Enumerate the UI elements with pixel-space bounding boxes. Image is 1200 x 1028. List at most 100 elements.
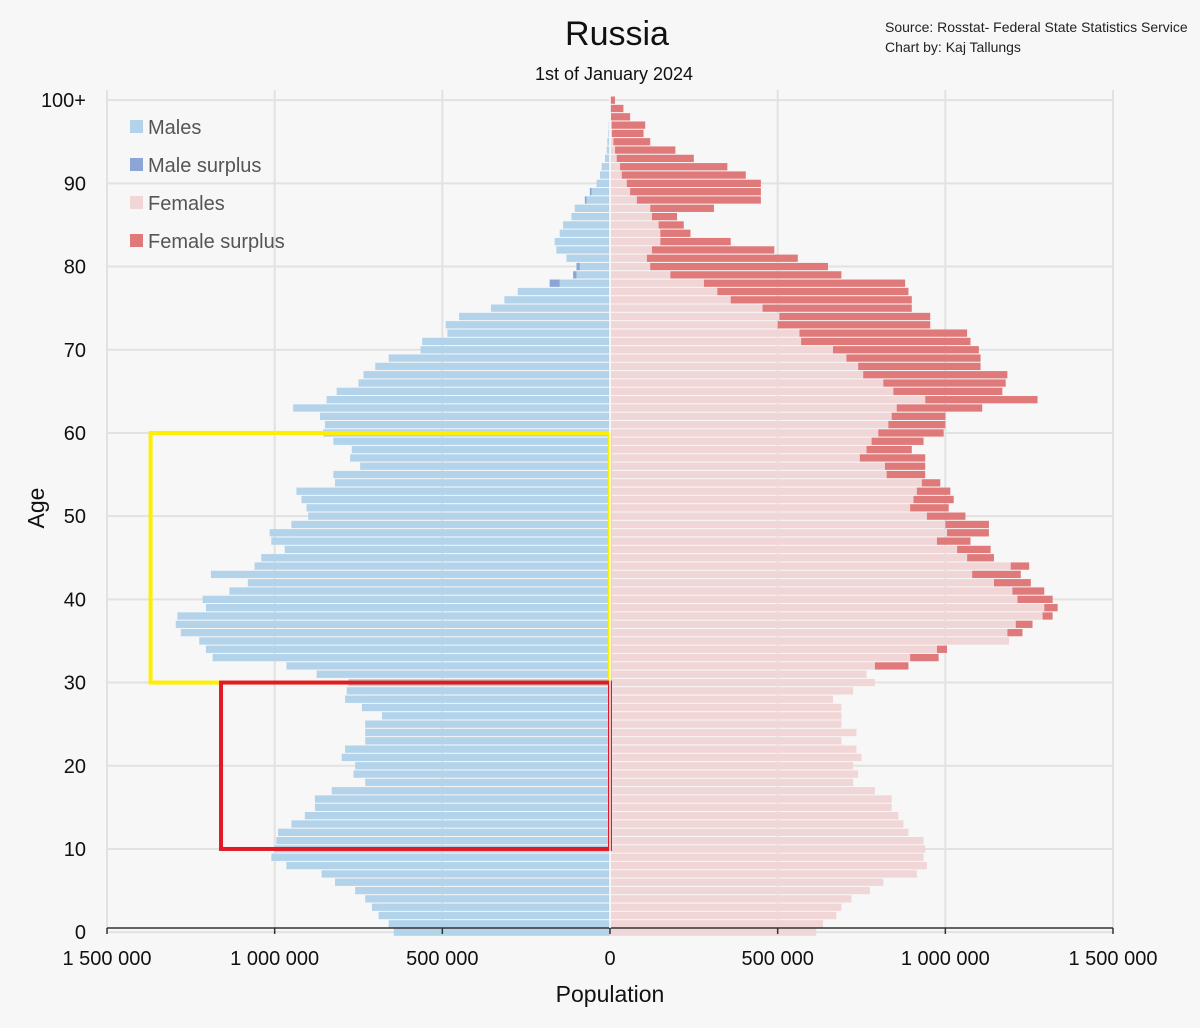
male-bar xyxy=(177,612,611,620)
female-bar xyxy=(610,337,802,346)
female-surplus-bar xyxy=(799,329,968,337)
female-bar xyxy=(610,928,817,936)
female-bar xyxy=(610,778,854,787)
female-bar xyxy=(610,454,860,462)
female-bars xyxy=(610,96,1058,936)
female-surplus-bar xyxy=(658,221,684,229)
male-bar xyxy=(293,404,610,412)
female-bar xyxy=(610,562,1011,570)
female-surplus-bar xyxy=(916,487,951,495)
male-bar xyxy=(333,470,610,479)
female-surplus-bar xyxy=(866,445,912,454)
female-bar xyxy=(610,737,842,745)
female-surplus-bar xyxy=(913,495,954,504)
female-bar xyxy=(610,396,926,404)
male-surplus-bar xyxy=(576,262,580,271)
male-bar xyxy=(556,246,610,254)
female-bar xyxy=(610,653,911,662)
male-bar xyxy=(375,362,610,371)
y-tick-label: 40 xyxy=(64,589,86,611)
female-surplus-bar xyxy=(878,429,944,437)
female-bar xyxy=(610,445,867,454)
male-bar xyxy=(175,620,610,628)
female-surplus-bar xyxy=(615,146,676,154)
female-surplus-bar xyxy=(762,304,912,312)
male-bar xyxy=(205,645,610,653)
male-bar xyxy=(247,579,610,587)
female-bar xyxy=(610,329,800,337)
male-bar xyxy=(422,337,610,346)
female-bar xyxy=(610,121,612,129)
female-bar xyxy=(610,279,704,287)
female-bar xyxy=(610,645,937,653)
female-bar xyxy=(610,703,842,712)
female-surplus-bar xyxy=(910,653,939,662)
male-bar xyxy=(574,204,610,212)
female-bar xyxy=(610,720,842,728)
female-surplus-bar xyxy=(936,537,971,545)
y-tick-label: 70 xyxy=(64,340,86,362)
female-bar xyxy=(610,154,617,163)
female-surplus-bar xyxy=(846,354,981,362)
female-bar xyxy=(610,520,946,529)
male-bar xyxy=(355,886,610,895)
female-bar xyxy=(610,845,926,853)
male-bar xyxy=(608,129,610,138)
male-bar xyxy=(350,454,610,462)
female-surplus-bar xyxy=(874,662,909,670)
female-bar xyxy=(610,512,927,520)
legend-label-females: Females xyxy=(148,193,225,215)
female-bar xyxy=(610,895,852,903)
female-bar xyxy=(610,504,911,512)
legend-label-female-surplus: Female surplus xyxy=(148,231,285,253)
male-bar xyxy=(358,379,610,387)
female-bar xyxy=(610,911,837,920)
male-bar xyxy=(591,188,610,196)
female-bar xyxy=(610,204,651,212)
male-surplus-bar xyxy=(549,279,560,287)
female-bar xyxy=(610,803,892,812)
female-surplus-bar xyxy=(616,154,694,163)
male-bar xyxy=(319,412,610,420)
female-bar xyxy=(610,795,892,803)
male-bar xyxy=(212,653,610,662)
female-bar xyxy=(610,321,778,329)
male-bar xyxy=(365,720,610,728)
male-bar xyxy=(210,570,610,579)
x-axis-label: Population xyxy=(556,981,665,1007)
male-bar xyxy=(566,254,610,262)
male-bar xyxy=(360,462,610,470)
female-bar xyxy=(610,812,899,820)
legend-swatch-females xyxy=(130,196,143,209)
y-tick-label: 30 xyxy=(64,673,86,695)
male-bar xyxy=(554,237,610,246)
female-surplus-bar xyxy=(611,121,646,129)
female-bar xyxy=(610,495,914,504)
male-bar xyxy=(447,329,610,337)
female-bar xyxy=(610,437,872,445)
male-bar xyxy=(314,803,610,812)
female-bar xyxy=(610,570,973,579)
female-bar xyxy=(610,479,922,487)
male-bar xyxy=(271,853,610,861)
female-surplus-bar xyxy=(730,296,912,304)
male-bar xyxy=(229,587,610,595)
male-bar xyxy=(324,420,610,429)
male-bar xyxy=(205,604,610,612)
male-bar xyxy=(559,229,610,237)
female-surplus-bar xyxy=(703,279,906,287)
female-surplus-bar xyxy=(910,504,949,512)
female-surplus-bar xyxy=(630,188,761,196)
female-bar xyxy=(610,462,885,470)
female-surplus-bar xyxy=(1015,620,1033,628)
male-bar xyxy=(504,296,610,304)
female-surplus-bar xyxy=(972,570,1021,579)
female-bar xyxy=(610,537,937,545)
male-bar xyxy=(271,537,610,545)
male-bar xyxy=(445,321,610,329)
female-surplus-bar xyxy=(993,579,1031,587)
legend-swatch-female-surplus xyxy=(130,234,143,247)
male-bar xyxy=(301,495,610,504)
female-surplus-bar xyxy=(626,179,761,188)
male-bar xyxy=(381,712,610,720)
